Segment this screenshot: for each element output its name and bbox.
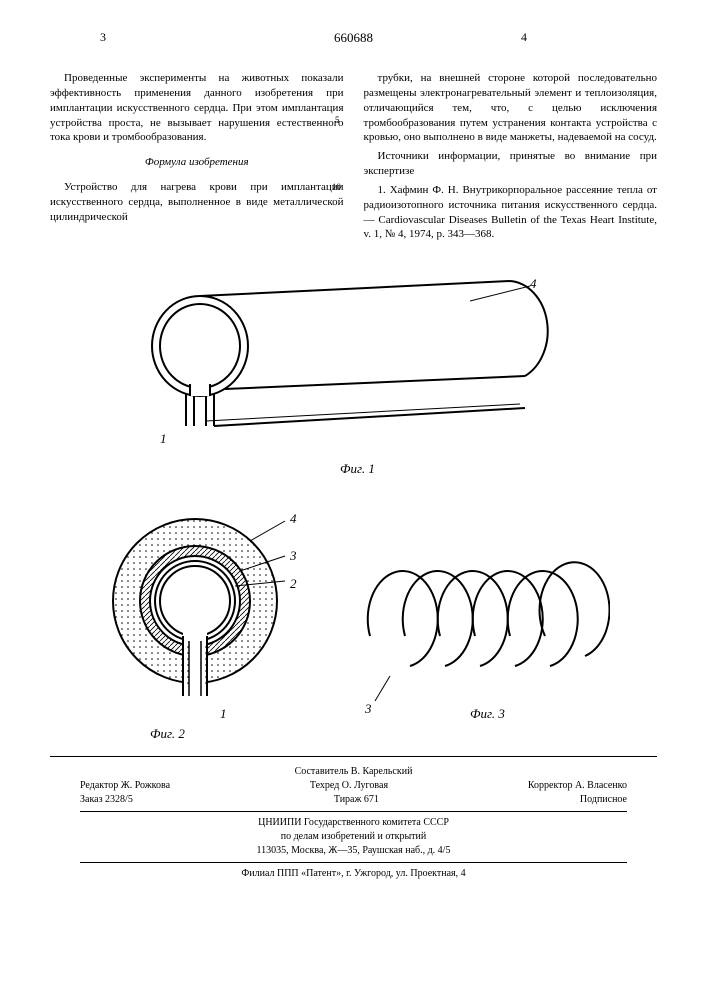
right-para3: 1. Хафмин Ф. Н. Внутрикорпоральное рассе…: [364, 183, 658, 242]
formula-title: Формула изобретения: [50, 155, 344, 170]
text-columns: Проведенные эксперименты на животных пок…: [50, 71, 657, 246]
footer-compiler: Составитель В. Карельский: [50, 765, 657, 779]
footer-addr1: 113035, Москва, Ж—35, Раушская наб., д. …: [80, 844, 627, 858]
footer-tirage: Тираж 671: [334, 793, 379, 807]
fig2-label: Фиг. 2: [150, 726, 185, 742]
fig3-label: Фиг. 3: [470, 706, 505, 722]
page-num-left: 3: [100, 30, 106, 45]
fig1-label: Фиг. 1: [340, 461, 375, 477]
footer-org2: по делам изобретений и открытий: [80, 830, 627, 844]
fig2-callout-2: 2: [290, 576, 297, 592]
footer-order: Заказ 2328/5: [80, 793, 133, 807]
doc-number: 660688: [50, 30, 657, 46]
fig1-callout-1: 1: [160, 431, 167, 447]
footer-corrector: Корректор А. Власенко: [528, 779, 627, 793]
figure-3: [350, 556, 610, 716]
left-para2: Устройство для нагрева крови при имплант…: [50, 180, 344, 225]
fig2-callout-3: 3: [290, 548, 297, 564]
right-column: трубки, на внешней стороне которой после…: [364, 71, 658, 246]
line-marker-5: 5: [335, 115, 340, 125]
right-para2: Источники информации, принятые во вниман…: [364, 149, 658, 179]
footer-techred: Техред О. Луговая: [310, 779, 388, 793]
footer-editor: Редактор Ж. Рожкова: [80, 779, 170, 793]
figure-2: [90, 501, 300, 731]
footer-addr2: Филиал ППП «Патент», г. Ужгород, ул. Про…: [80, 867, 627, 881]
footer-org1: ЦНИИПИ Государственного комитета СССР: [80, 816, 627, 830]
left-column: Проведенные эксперименты на животных пок…: [50, 71, 344, 246]
line-marker-10: 10: [332, 182, 341, 192]
right-para1: трубки, на внешней стороне которой после…: [364, 71, 658, 145]
fig2-callout-1: 1: [220, 706, 227, 722]
fig3-callout-3: 3: [365, 701, 372, 717]
left-para1: Проведенные эксперименты на животных пок…: [50, 71, 344, 145]
footer-subscr: Подписное: [580, 793, 627, 807]
figures-area: 1 4 Фиг. 1: [50, 266, 657, 746]
page-num-right: 4: [521, 30, 527, 45]
fig2-callout-4: 4: [290, 511, 297, 527]
footer: Составитель В. Карельский Редактор Ж. Ро…: [50, 756, 657, 881]
